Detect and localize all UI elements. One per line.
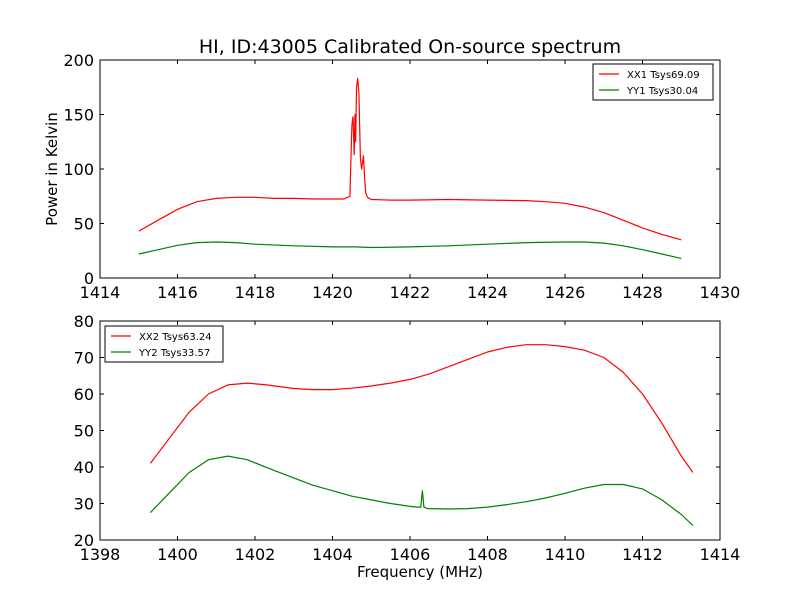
x-tick-label: 1430 (700, 283, 741, 302)
y-tick-label: 30 (74, 495, 94, 514)
x-tick-label: 1400 (157, 545, 198, 564)
legend-box (592, 63, 714, 101)
y-tick-label: 80 (74, 312, 94, 331)
series-line (138, 241, 682, 259)
series-line (149, 344, 694, 473)
x-tick-label: 1410 (545, 545, 586, 564)
x-tick-label: 1402 (235, 545, 276, 564)
y-tick-label: 150 (63, 106, 94, 125)
x-tick-label: 1422 (390, 283, 431, 302)
y-tick-label: 20 (74, 531, 94, 550)
chart-title: HI, ID:43005 Calibrated On-source spectr… (199, 36, 621, 58)
y-tick-label: 0 (84, 269, 94, 288)
y-tick-label: 50 (74, 215, 94, 234)
legend-box (104, 325, 224, 363)
x-tick-label: 1424 (467, 283, 508, 302)
x-tick-label: 1414 (700, 545, 741, 564)
x-tick-label: 1416 (157, 283, 198, 302)
legend-label: XX2 Tsys63.24 (139, 332, 212, 343)
y-tick-label: 40 (74, 458, 94, 477)
x-tick-label: 1406 (390, 545, 431, 564)
x-tick-label: 1404 (312, 545, 353, 564)
top-plot: 1414 1416 1418 1420 1422 1424 1426 1428 1430 0 50 1… (43, 51, 740, 302)
y-tick-label: 200 (63, 51, 94, 70)
x-tick-label: 1428 (622, 283, 663, 302)
legend-label: XX1 Tsys69.09 (627, 70, 700, 81)
y-axis-label: Power in Kelvin (43, 112, 61, 226)
y-tick-label: 70 (74, 349, 94, 368)
x-tick-label: 1418 (235, 283, 276, 302)
x-tick-label: 1420 (312, 283, 353, 302)
x-axis-label: Frequency (MHz) (357, 563, 483, 581)
x-tick-label: 1398 (80, 545, 121, 564)
legend-label: YY2 Tsys33.57 (138, 348, 210, 359)
x-tick-label: 1426 (545, 283, 586, 302)
y-tick-label: 60 (74, 385, 94, 404)
x-tick-label: 1414 (80, 283, 121, 302)
y-tick-label: 100 (63, 160, 94, 179)
series-line (149, 455, 694, 526)
series-line (138, 77, 682, 241)
legend-label: YY1 Tsys30.04 (626, 86, 698, 97)
x-tick-label: 1408 (467, 545, 508, 564)
y-tick-label: 50 (74, 422, 94, 441)
bottom-plot: 1398 1400 1402 1404 1406 1408 1410 1412 1414 20 30… (74, 312, 741, 581)
x-tick-label: 1412 (622, 545, 663, 564)
